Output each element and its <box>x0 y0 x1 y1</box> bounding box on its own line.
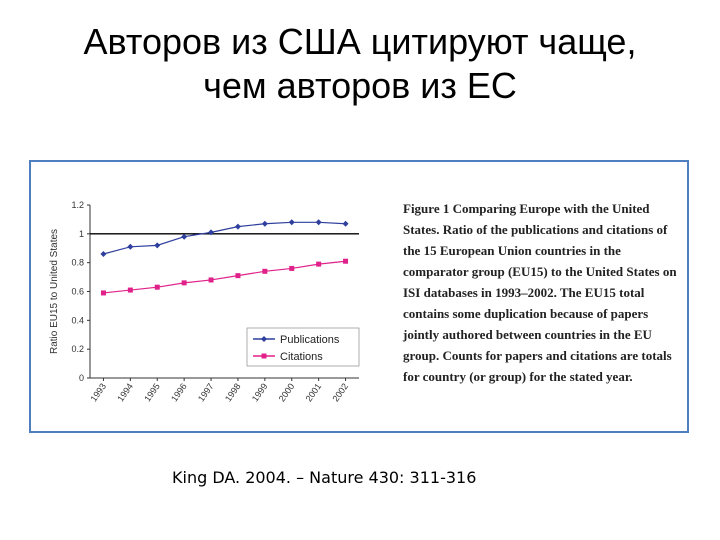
x-tick-label: 2000 <box>277 381 297 403</box>
series-line <box>103 260 346 294</box>
x-tick-label: 1999 <box>250 381 270 403</box>
data-point <box>342 220 349 227</box>
slide-title-line-2: чем авторов из ЕС <box>203 65 517 106</box>
data-point <box>154 284 160 290</box>
series-publications <box>100 219 349 258</box>
y-tick-label: 0.4 <box>71 315 84 325</box>
x-tick-label: 2002 <box>331 381 351 403</box>
x-tick-label: 1996 <box>169 381 189 403</box>
data-point <box>127 243 134 250</box>
y-tick-label: 0.8 <box>71 258 84 268</box>
y-tick-label: 0.2 <box>71 344 84 354</box>
data-point <box>235 273 241 279</box>
x-tick-label: 1997 <box>196 381 216 403</box>
data-point <box>208 277 214 283</box>
data-point <box>100 251 107 258</box>
data-point <box>343 258 349 264</box>
data-point <box>315 219 322 226</box>
data-point <box>127 287 133 293</box>
y-tick-label: 1.2 <box>71 200 84 210</box>
x-tick-label: 1995 <box>142 381 162 403</box>
source-citation: King DA. 2004. – Nature 430: 311-316 <box>172 468 477 487</box>
data-point <box>288 219 295 226</box>
figure-caption: Figure 1 Comparing Europe with the Unite… <box>403 201 677 384</box>
x-tick-label: 1998 <box>223 381 243 403</box>
y-tick-label: 0 <box>79 373 84 383</box>
data-point <box>208 229 215 236</box>
x-tick-label: 1994 <box>115 381 135 403</box>
figure-panel: 0 0.2 0.4 0.6 0.8 1 1.2 Ratio EU15 to United St… <box>29 160 689 433</box>
data-point <box>289 265 295 271</box>
legend: Publications Citations <box>246 327 360 367</box>
legend-label: Publications <box>280 334 340 346</box>
y-tick-label: 0.6 <box>71 287 84 297</box>
x-tick-label: 1993 <box>88 381 108 403</box>
legend-marker <box>261 353 267 359</box>
data-point <box>181 280 187 286</box>
slide-title-line-1: Авторов из США цитируют чаще, <box>83 21 637 62</box>
data-point <box>154 242 161 249</box>
slide-title: Авторов из США цитируют чаще, чем авторо… <box>20 20 700 108</box>
series-citations <box>100 258 349 296</box>
line-chart: 0 0.2 0.4 0.6 0.8 1 1.2 Ratio EU15 to United St… <box>49 200 360 404</box>
legend-label: Citations <box>280 351 323 363</box>
x-tick-label: 2001 <box>304 381 324 403</box>
data-point <box>261 220 268 227</box>
data-point <box>181 233 188 240</box>
data-point <box>316 261 322 267</box>
y-axis-label: Ratio EU15 to United States <box>49 229 60 354</box>
series-line <box>103 221 346 255</box>
data-point <box>234 223 241 230</box>
data-point <box>100 290 106 296</box>
legend-box <box>246 327 360 367</box>
y-tick-label: 1 <box>79 229 84 239</box>
legend-marker <box>261 336 267 342</box>
data-point <box>262 268 268 274</box>
